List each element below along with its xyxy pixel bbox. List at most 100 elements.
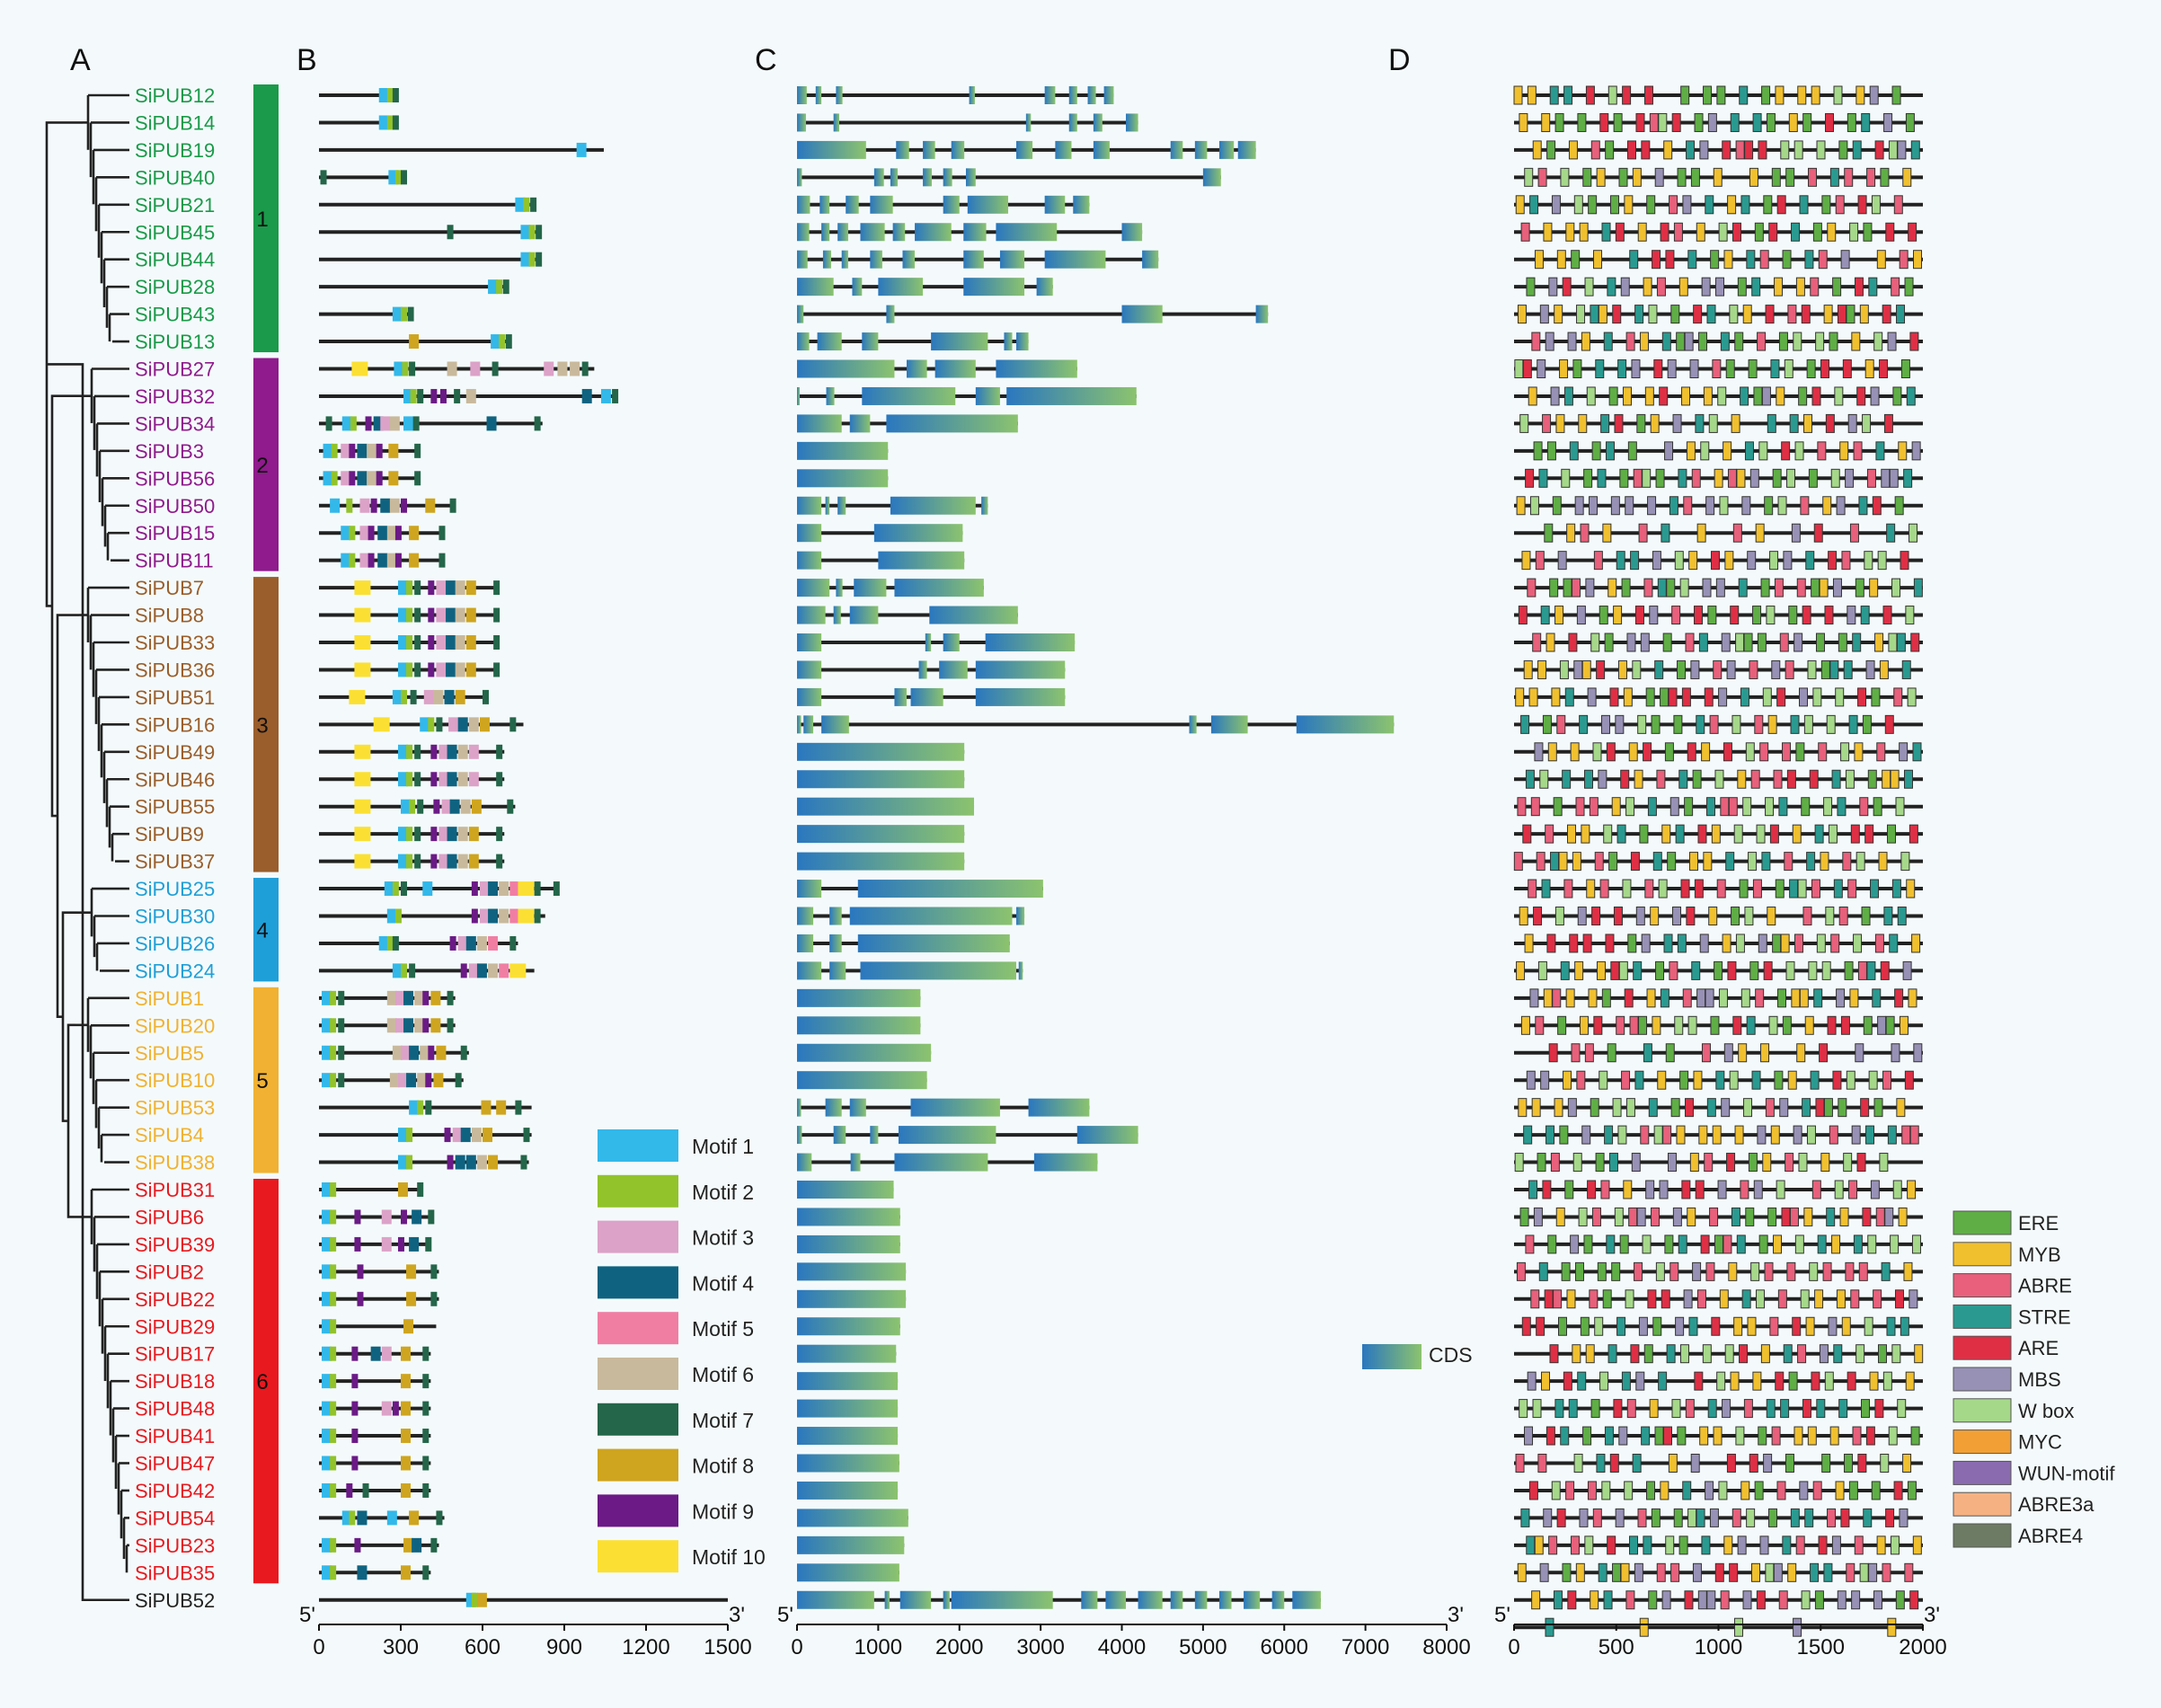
five-prime-label: 5' — [777, 1603, 793, 1627]
cis-element — [1536, 852, 1545, 872]
motif-4 — [409, 1045, 420, 1060]
cis-element — [1686, 907, 1696, 925]
cis-element — [1649, 1399, 1659, 1419]
cis-element — [1801, 1590, 1811, 1610]
cis-element — [1554, 606, 1564, 625]
cis-element — [1601, 1481, 1611, 1500]
cis-element — [1749, 1454, 1758, 1473]
motif-8 — [401, 1374, 411, 1389]
cis-element — [1870, 386, 1880, 406]
cds-exon — [819, 195, 830, 214]
cis-element — [1868, 277, 1878, 296]
cis-element — [1713, 1426, 1723, 1446]
cis-element — [1604, 1125, 1614, 1145]
cis-element — [1823, 797, 1833, 817]
cds-exon — [1081, 1590, 1098, 1609]
gene-name: SiPUB9 — [135, 823, 204, 845]
cis-element — [1690, 167, 1700, 187]
cis-element — [1870, 1180, 1880, 1199]
cds-exon — [1018, 961, 1023, 980]
cis-element — [1839, 441, 1849, 461]
cis-element — [1535, 1015, 1545, 1035]
cis-element — [1864, 551, 1873, 571]
cis-element — [1730, 112, 1740, 132]
cis-element — [1549, 578, 1559, 597]
cis-element — [1713, 659, 1723, 679]
motif-7 — [449, 498, 456, 513]
cis-element — [1871, 687, 1881, 707]
motif-8 — [468, 827, 479, 842]
cis-element — [1616, 824, 1626, 844]
motif-8 — [488, 1155, 499, 1170]
cds-exon — [829, 961, 846, 980]
cis-element — [1684, 797, 1694, 817]
motif-10 — [354, 854, 371, 869]
cis-element — [1708, 413, 1718, 433]
element-legend-label: ABRE3a — [2018, 1493, 2095, 1516]
cis-element — [1829, 332, 1838, 351]
motif-7 — [438, 553, 446, 568]
cis-element — [1646, 195, 1656, 215]
gene-name: SiPUB46 — [135, 768, 215, 791]
cis-element — [1577, 907, 1587, 925]
cis-element — [1811, 386, 1821, 406]
cis-element — [1851, 1590, 1861, 1610]
cis-element — [1795, 1535, 1805, 1555]
motif-9 — [428, 662, 435, 677]
cis-element — [1861, 112, 1871, 132]
cis-element — [1908, 222, 1917, 242]
motif-6 — [499, 908, 509, 924]
cis-element — [1806, 1125, 1816, 1145]
cis-element — [1702, 1344, 1712, 1364]
cis-element — [1872, 988, 1882, 1008]
cis-element — [1838, 1098, 1847, 1118]
motif-1 — [515, 197, 526, 212]
cis-element — [1517, 797, 1527, 817]
motif-6 — [457, 827, 468, 842]
cis-element — [1784, 852, 1793, 872]
motif-7 — [509, 717, 517, 732]
cis-element — [1523, 1125, 1533, 1145]
motif-9 — [394, 553, 402, 568]
cis-element — [1848, 1180, 1858, 1199]
motif-7 — [523, 1128, 530, 1143]
motif-2 — [392, 881, 399, 897]
cds-exon — [797, 1235, 900, 1253]
cis-element — [1622, 85, 1632, 105]
motif-7 — [507, 799, 514, 814]
motif-9 — [430, 854, 438, 869]
motif-7 — [447, 1018, 454, 1033]
cis-element — [1562, 277, 1572, 296]
cis-element — [1823, 305, 1833, 324]
cis-element — [1903, 468, 1913, 488]
cis-element — [1905, 112, 1915, 132]
cis-element — [1688, 1316, 1698, 1336]
cis-element — [1644, 879, 1654, 898]
cds-exon — [1055, 140, 1072, 159]
cis-element — [1871, 195, 1881, 215]
cis-element — [1527, 1371, 1537, 1391]
cis-element — [1706, 305, 1716, 324]
cis-element — [1709, 714, 1719, 734]
cis-element — [1599, 606, 1608, 625]
motif-9 — [428, 607, 435, 623]
motif-legend-swatch — [598, 1312, 678, 1345]
cis-element — [1581, 824, 1590, 844]
cis-element — [1887, 824, 1897, 844]
motif-4 — [476, 963, 487, 978]
cis-element — [1753, 1180, 1763, 1199]
cis-element — [1641, 934, 1651, 953]
cis-element — [1810, 1070, 1820, 1090]
element-legend-label: ARE — [2018, 1337, 2059, 1359]
cis-element — [1810, 1562, 1820, 1582]
cis-element — [1666, 1344, 1676, 1364]
motif-1 — [394, 361, 404, 376]
cis-element — [1768, 222, 1778, 242]
cis-element — [1656, 1562, 1666, 1582]
cis-element — [1625, 1098, 1635, 1118]
motif-4 — [357, 471, 368, 486]
cis-element — [1546, 441, 1556, 461]
cis-element — [1863, 1508, 1873, 1527]
motif-9 — [428, 1045, 435, 1060]
gene-name: SiPUB44 — [135, 249, 215, 271]
